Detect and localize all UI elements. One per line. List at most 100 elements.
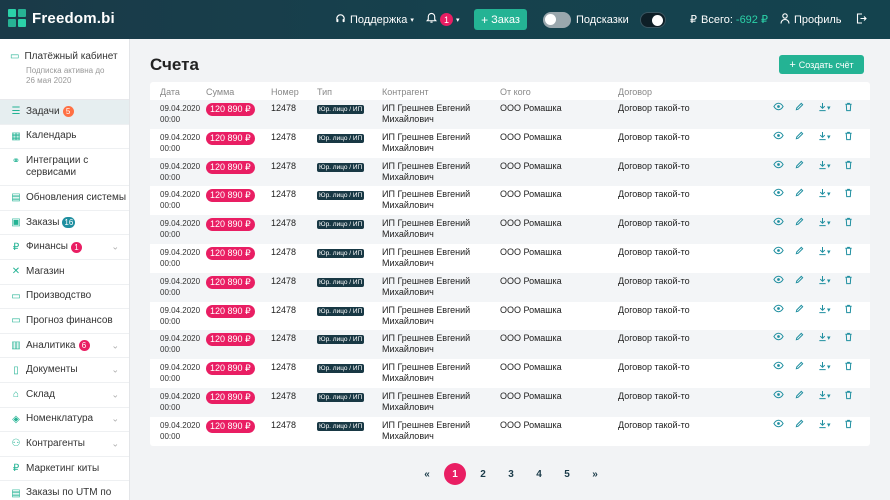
- delete-icon[interactable]: [844, 304, 853, 317]
- sidebar-item-finance[interactable]: ₽ Финансы 1 ⌄: [0, 235, 129, 260]
- edit-icon[interactable]: [795, 131, 804, 143]
- sidebar-item-shop[interactable]: ✕ Магазин: [0, 260, 129, 285]
- edit-icon[interactable]: [795, 246, 804, 258]
- download-icon[interactable]: ▾: [818, 390, 831, 403]
- table-row[interactable]: 09.04.2020 00:00 120 890 ₽12478 Юр. лицо / …: [150, 100, 870, 129]
- sidebar-item-calendar[interactable]: ▦ Календарь: [0, 125, 129, 150]
- column-header-contract[interactable]: Договор: [618, 87, 652, 97]
- table-row[interactable]: 09.04.2020 00:00 120 890 ₽12478 Юр. лицо / …: [150, 302, 870, 331]
- chevron-down-icon[interactable]: ⌄: [111, 389, 119, 400]
- download-icon[interactable]: ▾: [818, 304, 831, 317]
- cell-counterparty[interactable]: ИП Грешнев Евгений Михайлович: [382, 333, 470, 355]
- edit-icon[interactable]: [795, 217, 804, 229]
- theme-toggle[interactable]: [640, 0, 671, 39]
- column-header-type[interactable]: Тип: [317, 87, 333, 97]
- table-row[interactable]: 09.04.2020 00:00 120 890 ₽12478 Юр. лицо / …: [150, 129, 870, 158]
- download-icon[interactable]: ▾: [818, 246, 831, 259]
- delete-icon[interactable]: [844, 361, 853, 374]
- download-icon[interactable]: ▾: [818, 188, 831, 201]
- sidebar-item-integrations[interactable]: ⚭ Интеграции с сервисами: [0, 149, 129, 187]
- sidebar-item-production[interactable]: ▭ Производство: [0, 285, 129, 310]
- download-icon[interactable]: ▾: [818, 131, 831, 144]
- chevron-down-icon[interactable]: ⌄: [111, 340, 119, 351]
- cell-counterparty[interactable]: ИП Грешнев Евгений Михайлович: [382, 218, 470, 240]
- edit-icon[interactable]: [795, 332, 804, 344]
- pagination-prev[interactable]: «: [424, 468, 430, 480]
- sidebar-item-documents[interactable]: ▯ Документы ⌄: [0, 358, 129, 383]
- eye-icon[interactable]: [773, 390, 784, 402]
- cell-counterparty[interactable]: ИП Грешнев Евгений Михайлович: [382, 132, 470, 154]
- table-row[interactable]: 09.04.2020 00:00 120 890 ₽12478 Юр. лицо / …: [150, 417, 870, 446]
- delete-icon[interactable]: [844, 332, 853, 345]
- column-header-number[interactable]: Номер: [271, 87, 299, 97]
- sidebar-item-forecast[interactable]: ▭ Прогноз финансов: [0, 309, 129, 334]
- create-invoice-button[interactable]: + Создать счёт: [779, 55, 864, 74]
- sidebar-item-tasks[interactable]: ☰ Задачи 5: [0, 100, 129, 125]
- table-row[interactable]: 09.04.2020 00:00 120 890 ₽12478 Юр. лицо / …: [150, 215, 870, 244]
- edit-icon[interactable]: [795, 160, 804, 172]
- sidebar-item-nomenclature[interactable]: ◈ Номенклатура ⌄: [0, 408, 129, 433]
- cell-counterparty[interactable]: ИП Грешнев Евгений Михайлович: [382, 391, 470, 413]
- delete-icon[interactable]: [844, 390, 853, 403]
- edit-icon[interactable]: [795, 102, 804, 114]
- table-row[interactable]: 09.04.2020 00:00 120 890 ₽12478 Юр. лицо / …: [150, 272, 870, 302]
- eye-icon[interactable]: [773, 332, 784, 344]
- sidebar-item-analytics[interactable]: ▥ Аналитика 6 ⌄: [0, 334, 129, 359]
- payment-cabinet[interactable]: ▭ Платёжный кабинет Подписка активна до …: [0, 39, 129, 100]
- edit-icon[interactable]: [795, 390, 804, 402]
- delete-icon[interactable]: [844, 217, 853, 230]
- column-header-from[interactable]: От кого: [500, 87, 531, 97]
- chevron-down-icon[interactable]: ⌄: [111, 364, 119, 375]
- cell-counterparty[interactable]: ИП Грешнев Евгений Михайлович: [382, 362, 470, 384]
- hints-switch[interactable]: [543, 11, 571, 28]
- logout-button[interactable]: [856, 0, 867, 39]
- order-button[interactable]: + Заказ: [474, 9, 527, 30]
- eye-icon[interactable]: [773, 275, 784, 287]
- cell-counterparty[interactable]: ИП Грешнев Евгений Михайлович: [382, 420, 470, 442]
- delete-icon[interactable]: [844, 419, 853, 432]
- eye-icon[interactable]: [773, 131, 784, 143]
- delete-icon[interactable]: [844, 275, 853, 288]
- column-header-sum[interactable]: Сумма: [206, 87, 235, 97]
- eye-icon[interactable]: [773, 246, 784, 258]
- table-row[interactable]: 09.04.2020 00:00 120 890 ₽12478 Юр. лицо / …: [150, 157, 870, 187]
- chevron-down-icon[interactable]: ⌄: [111, 413, 119, 424]
- download-icon[interactable]: ▾: [818, 275, 831, 288]
- pagination-page-3[interactable]: 3: [508, 468, 514, 480]
- cell-counterparty[interactable]: ИП Грешнев Евгений Михайлович: [382, 161, 470, 183]
- cell-counterparty[interactable]: ИП Грешнев Евгений Михайлович: [382, 276, 470, 298]
- hints-toggle[interactable]: Подсказки: [543, 0, 629, 39]
- chevron-down-icon[interactable]: ⌄: [111, 241, 119, 252]
- eye-icon[interactable]: [773, 102, 784, 114]
- download-icon[interactable]: ▾: [818, 361, 831, 374]
- table-row[interactable]: 09.04.2020 00:00 120 890 ₽12478 Юр. лицо / …: [150, 186, 870, 215]
- sidebar-item-marketing-kits[interactable]: ₽ Маркетинг киты: [0, 457, 129, 482]
- pagination-page-5[interactable]: 5: [564, 468, 570, 480]
- cell-counterparty[interactable]: ИП Грешнев Евгений Михайлович: [382, 189, 470, 211]
- logo[interactable]: Freedom.bi: [8, 9, 115, 28]
- edit-icon[interactable]: [795, 361, 804, 373]
- support-menu[interactable]: Поддержка ▾: [335, 0, 414, 39]
- delete-icon[interactable]: [844, 246, 853, 259]
- download-icon[interactable]: ▾: [818, 419, 831, 432]
- sidebar-item-warehouse[interactable]: ⌂ Склад ⌄: [0, 383, 129, 408]
- sidebar-item-updates[interactable]: ▤ Обновления системы: [0, 186, 129, 211]
- table-row[interactable]: 09.04.2020 00:00 120 890 ₽12478 Юр. лицо / …: [150, 330, 870, 360]
- pagination-next[interactable]: »: [592, 468, 598, 480]
- eye-icon[interactable]: [773, 160, 784, 172]
- table-row[interactable]: 09.04.2020 00:00 120 890 ₽12478 Юр. лицо / …: [150, 388, 870, 417]
- column-header-date[interactable]: Дата: [160, 87, 180, 97]
- chevron-down-icon[interactable]: ⌄: [111, 438, 119, 449]
- dark-mode-switch[interactable]: [640, 11, 666, 28]
- download-icon[interactable]: ▾: [818, 160, 831, 173]
- sidebar-item-orders[interactable]: ▣ Заказы 16: [0, 211, 129, 236]
- edit-icon[interactable]: [795, 275, 804, 287]
- profile-menu[interactable]: Профиль: [780, 0, 842, 39]
- table-row[interactable]: 09.04.2020 00:00 120 890 ₽12478 Юр. лицо / …: [150, 359, 870, 388]
- cell-counterparty[interactable]: ИП Грешнев Евгений Михайлович: [382, 305, 470, 327]
- table-row[interactable]: 09.04.2020 00:00 120 890 ₽12478 Юр. лицо / …: [150, 244, 870, 273]
- eye-icon[interactable]: [773, 419, 784, 431]
- column-header-counterparty[interactable]: Контрагент: [382, 87, 429, 97]
- notifications[interactable]: 1 ▾: [426, 0, 460, 39]
- download-icon[interactable]: ▾: [818, 217, 831, 230]
